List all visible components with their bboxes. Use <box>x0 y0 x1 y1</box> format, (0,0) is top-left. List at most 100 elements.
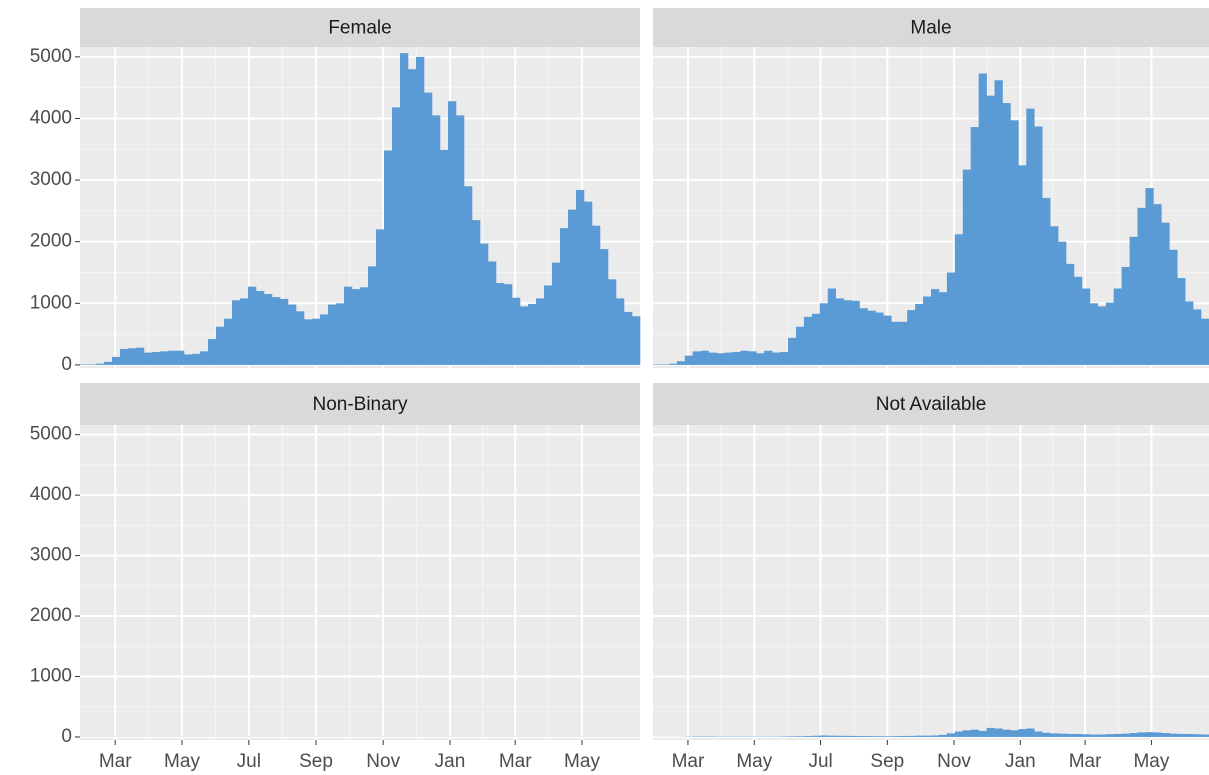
bar <box>1185 301 1194 365</box>
bar <box>907 310 916 365</box>
bar <box>264 294 273 365</box>
x-tick-label: May <box>736 751 772 772</box>
bar <box>496 282 505 365</box>
bar <box>528 303 537 365</box>
bar <box>120 348 129 365</box>
strip <box>653 383 1209 425</box>
y-tick-label: 5000 <box>30 424 72 445</box>
bar <box>1018 165 1027 365</box>
bar <box>780 351 789 365</box>
bar <box>1034 731 1043 737</box>
bar <box>1145 188 1154 365</box>
bar <box>851 735 860 737</box>
bar <box>112 356 121 365</box>
bar <box>328 304 337 365</box>
bar <box>1113 288 1122 365</box>
bar <box>224 318 233 365</box>
bar <box>819 303 829 365</box>
bar <box>867 736 876 737</box>
bar <box>1193 309 1202 365</box>
bar <box>795 736 805 737</box>
bar <box>931 289 940 365</box>
bar <box>907 735 916 737</box>
y-tick-label: 4000 <box>30 484 72 505</box>
bar <box>1089 734 1099 737</box>
bar <box>1066 263 1075 365</box>
bar <box>200 351 209 365</box>
panel <box>653 425 1209 740</box>
bar <box>1010 730 1019 737</box>
bar <box>891 321 900 365</box>
bar <box>1129 236 1138 365</box>
bar <box>653 364 662 365</box>
bar <box>1161 222 1170 365</box>
bar <box>184 354 193 365</box>
bar <box>280 298 289 365</box>
bar <box>843 735 852 737</box>
x-tick-label: Nov <box>366 751 400 772</box>
bar <box>1089 303 1099 365</box>
bar <box>312 318 321 365</box>
bar <box>560 228 569 365</box>
x-tick-label: May <box>564 751 600 772</box>
bar <box>986 95 995 365</box>
bar <box>1081 288 1091 365</box>
bar <box>504 284 513 365</box>
y-tick-label: 3000 <box>30 545 72 566</box>
bar <box>1201 734 1209 737</box>
bar <box>708 352 717 365</box>
bar <box>811 313 821 365</box>
bar <box>827 288 836 365</box>
bar <box>360 287 369 365</box>
bar <box>616 298 625 365</box>
bar <box>851 300 860 365</box>
bar <box>1073 733 1083 737</box>
strip-label: Female <box>328 18 391 39</box>
bar <box>232 300 241 365</box>
bar <box>576 189 585 365</box>
bar <box>1058 733 1067 737</box>
bar <box>376 229 385 365</box>
x-tick-label: Jul <box>237 751 261 772</box>
bar <box>1058 241 1067 365</box>
bar <box>1121 733 1130 737</box>
bar <box>304 319 313 365</box>
x-tick-label: Sep <box>299 751 333 772</box>
bar <box>464 186 473 365</box>
bar <box>400 53 409 365</box>
bar <box>1097 734 1107 737</box>
bar <box>520 306 529 365</box>
strip-label: Not Available <box>876 394 987 415</box>
bar <box>288 304 297 365</box>
x-tick-label: Jul <box>808 751 832 772</box>
bar <box>859 736 868 737</box>
bar <box>716 353 725 365</box>
bar <box>1026 108 1035 365</box>
bar <box>1193 734 1202 737</box>
bar <box>352 289 361 365</box>
bar <box>136 347 145 365</box>
bar <box>1066 733 1075 737</box>
bar <box>970 127 979 365</box>
bar <box>432 115 441 365</box>
bar <box>899 736 908 737</box>
x-tick-label: May <box>1133 751 1169 772</box>
bar <box>915 303 924 365</box>
bar <box>1042 197 1051 365</box>
y-tick-label: 0 <box>61 354 72 375</box>
x-tick-label: Mar <box>1069 751 1102 772</box>
bar <box>891 736 900 737</box>
bar <box>788 736 797 737</box>
bar <box>248 286 257 365</box>
x-tick-label: May <box>164 751 200 772</box>
bar <box>1097 306 1107 365</box>
bar <box>608 279 617 365</box>
bar <box>1002 103 1011 365</box>
bar <box>875 312 884 365</box>
bar <box>764 350 773 365</box>
bar <box>660 364 670 365</box>
bar <box>954 731 964 737</box>
bar <box>986 727 995 737</box>
x-tick-label: Nov <box>937 751 971 772</box>
